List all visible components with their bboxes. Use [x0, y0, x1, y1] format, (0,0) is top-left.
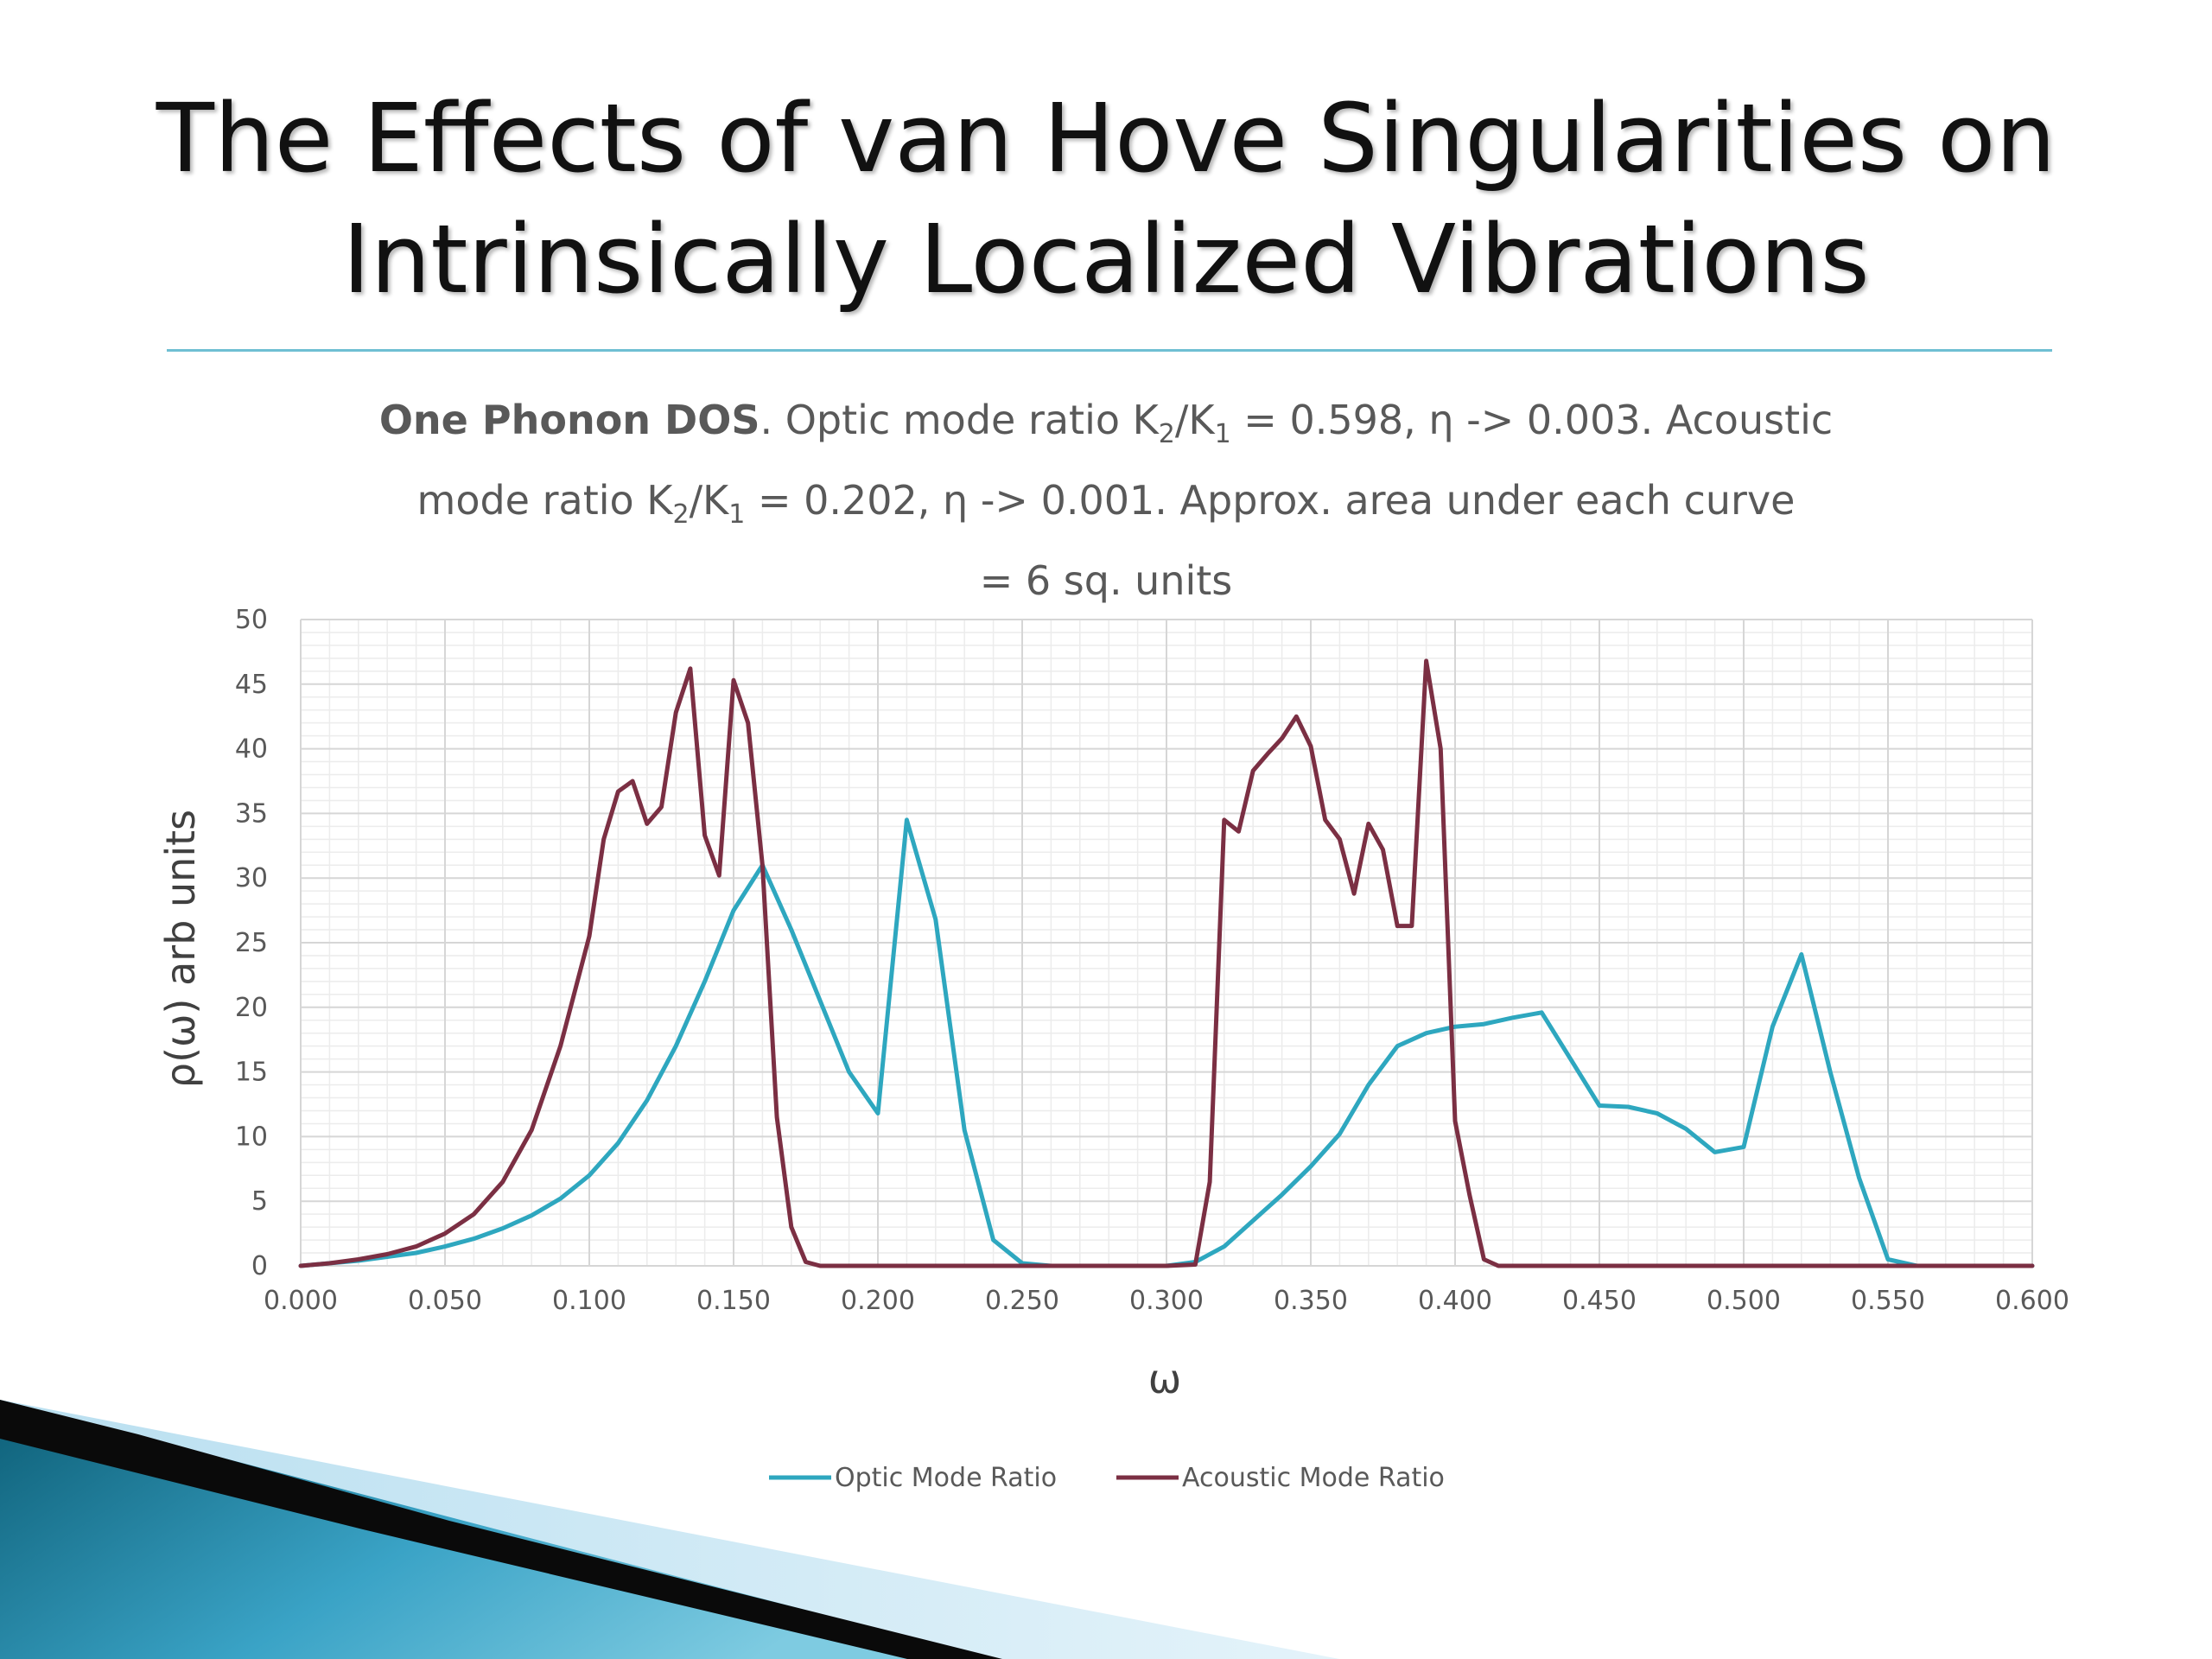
x-tick-label: 0.200 [841, 1286, 915, 1316]
x-tick-label: 0.150 [696, 1286, 771, 1316]
x-tick-label: 0.450 [1562, 1286, 1637, 1316]
x-axis-label: ω [1148, 1356, 1182, 1402]
x-tick-label: 0.500 [1707, 1286, 1781, 1316]
caption-text: /K [689, 477, 729, 524]
x-tick-label: 0.100 [552, 1286, 626, 1316]
x-tick-label: 0.550 [1851, 1286, 1925, 1316]
legend-label-acoustic: Acoustic Mode Ratio [1182, 1463, 1445, 1493]
x-tick-label: 0.400 [1418, 1286, 1492, 1316]
chart-legend: Optic Mode Ratio Acoustic Mode Ratio [769, 1463, 1445, 1493]
caption-line3: = 6 sq. units [979, 557, 1233, 605]
y-tick-label: 50 [235, 605, 268, 635]
caption-subscript: 1 [1214, 419, 1231, 450]
caption-text: = 0.202, η -> 0.001. Approx. area under … [745, 477, 1796, 524]
acoustic-mode-ratio-line [298, 658, 2035, 1268]
major-gridlines [300, 619, 2033, 1267]
y-axis-label: ρ(ω) arb units [157, 810, 204, 1088]
y-tick-label: 5 [251, 1186, 268, 1217]
caption-text: . Optic mode ratio K [760, 397, 1159, 443]
caption-bold-label: One Phonon DOS [378, 397, 760, 443]
legend-label-optic: Optic Mode Ratio [835, 1463, 1057, 1493]
y-tick-label: 35 [235, 798, 268, 829]
slide-title-line1: The Effects of van Hove Singularities on [156, 83, 2056, 194]
x-tick-label: 0.050 [408, 1286, 482, 1316]
caption-line1: One Phonon DOS. Optic mode ratio K2/K1 =… [328, 387, 1884, 467]
caption-subscript: 2 [672, 499, 690, 531]
y-tick-label: 45 [235, 670, 268, 700]
caption-subscript: 1 [728, 499, 746, 531]
x-axis-ticks: 0.000 0.050 0.100 0.150 0.200 0.250 0.300 0.350… [264, 1286, 2069, 1316]
y-tick-label: 25 [235, 928, 268, 958]
y-tick-label: 15 [235, 1058, 268, 1088]
y-tick-label: 20 [235, 993, 268, 1023]
y-axis-ticks: 0 5 10 15 20 25 30 35 40 45 50 [235, 605, 268, 1281]
caption-text: /K [1174, 397, 1215, 443]
x-tick-label: 0.300 [1129, 1286, 1204, 1316]
caption-line2: mode ratio K2/K1 = 0.202, η -> 0.001. Ap… [328, 467, 1884, 548]
x-tick-label: 0.350 [1274, 1286, 1348, 1316]
slide-title-line2: Intrinsically Localized Vibrations [342, 204, 1870, 315]
slide-title: The Effects of van Hove Singularities on… [104, 78, 2108, 320]
y-tick-label: 0 [251, 1251, 268, 1281]
y-tick-label: 40 [235, 734, 268, 765]
x-tick-label: 0.250 [985, 1286, 1059, 1316]
series-lines [298, 658, 2035, 1268]
caption-text: = 0.598, η -> 0.003. Acoustic [1230, 397, 1834, 443]
caption-text: mode ratio K [416, 477, 673, 524]
y-tick-label: 10 [235, 1122, 268, 1152]
title-divider [167, 349, 2052, 352]
x-tick-label: 0.000 [264, 1286, 338, 1316]
chart-caption: One Phonon DOS. Optic mode ratio K2/K1 =… [328, 387, 1884, 614]
x-tick-label: 0.600 [1995, 1286, 2069, 1316]
y-tick-label: 30 [235, 863, 268, 893]
caption-subscript: 2 [1158, 419, 1175, 450]
